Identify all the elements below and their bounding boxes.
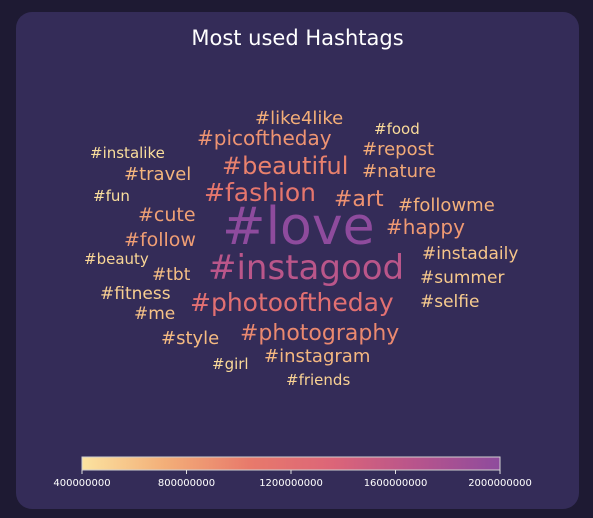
word-instadaily: #instadaily (422, 244, 518, 264)
words-group: #love#instagood#photooftheday#fashion#be… (84, 108, 518, 389)
word-follow: #follow (124, 229, 196, 251)
word-art: #art (334, 187, 384, 212)
word-tbt: #tbt (152, 265, 191, 285)
word-fitness: #fitness (100, 284, 171, 304)
word-photooftheday: #photooftheday (190, 288, 394, 317)
word-beauty: #beauty (84, 250, 149, 268)
word-photography: #photography (240, 321, 399, 346)
word-friends: #friends (286, 371, 350, 389)
word-fun: #fun (93, 187, 130, 205)
word-followme: #followme (398, 195, 495, 216)
colorbar: 400000000 800000000 1200000000 1600000000 20… (53, 456, 532, 489)
word-cloud-svg: #love#instagood#photooftheday#fashion#be… (53, 108, 532, 489)
word-love: #love (222, 197, 375, 257)
chart-card: Most used Hashtags #love #instagood #photo… (16, 12, 579, 509)
word-selfie: #selfie (420, 292, 479, 312)
word-nature: #nature (362, 161, 436, 182)
word-summer: #summer (420, 268, 504, 288)
word-instagram: #instagram (264, 346, 370, 367)
colorbar-tick-label: 1600000000 (364, 478, 428, 489)
word-instagood: #instagood (208, 248, 404, 288)
word-instalike: #instalike (90, 144, 165, 162)
word-travel: #travel (124, 164, 191, 185)
word-cute: #cute (138, 204, 196, 226)
word-beautiful: #beautiful (222, 152, 348, 180)
word-girl: #girl (212, 355, 249, 373)
colorbar-tick-label: 2000000000 (468, 478, 532, 489)
word-style: #style (161, 328, 219, 349)
word-fashion: #fashion (204, 178, 316, 207)
word-like4like: #like4like (255, 108, 343, 129)
colorbar-gradient (81, 456, 501, 471)
word-repost: #repost (362, 139, 434, 160)
chart-title: Most used Hashtags (191, 26, 404, 50)
colorbar-tick-label: 400000000 (53, 478, 110, 489)
colorbar-tick-label: 1200000000 (259, 478, 323, 489)
word-me: #me (134, 304, 175, 324)
colorbar-tick-label: 800000000 (158, 478, 215, 489)
word-food: #food (374, 120, 420, 138)
word-picoftheday: #picoftheday (197, 126, 332, 150)
word-happy: #happy (386, 215, 465, 239)
